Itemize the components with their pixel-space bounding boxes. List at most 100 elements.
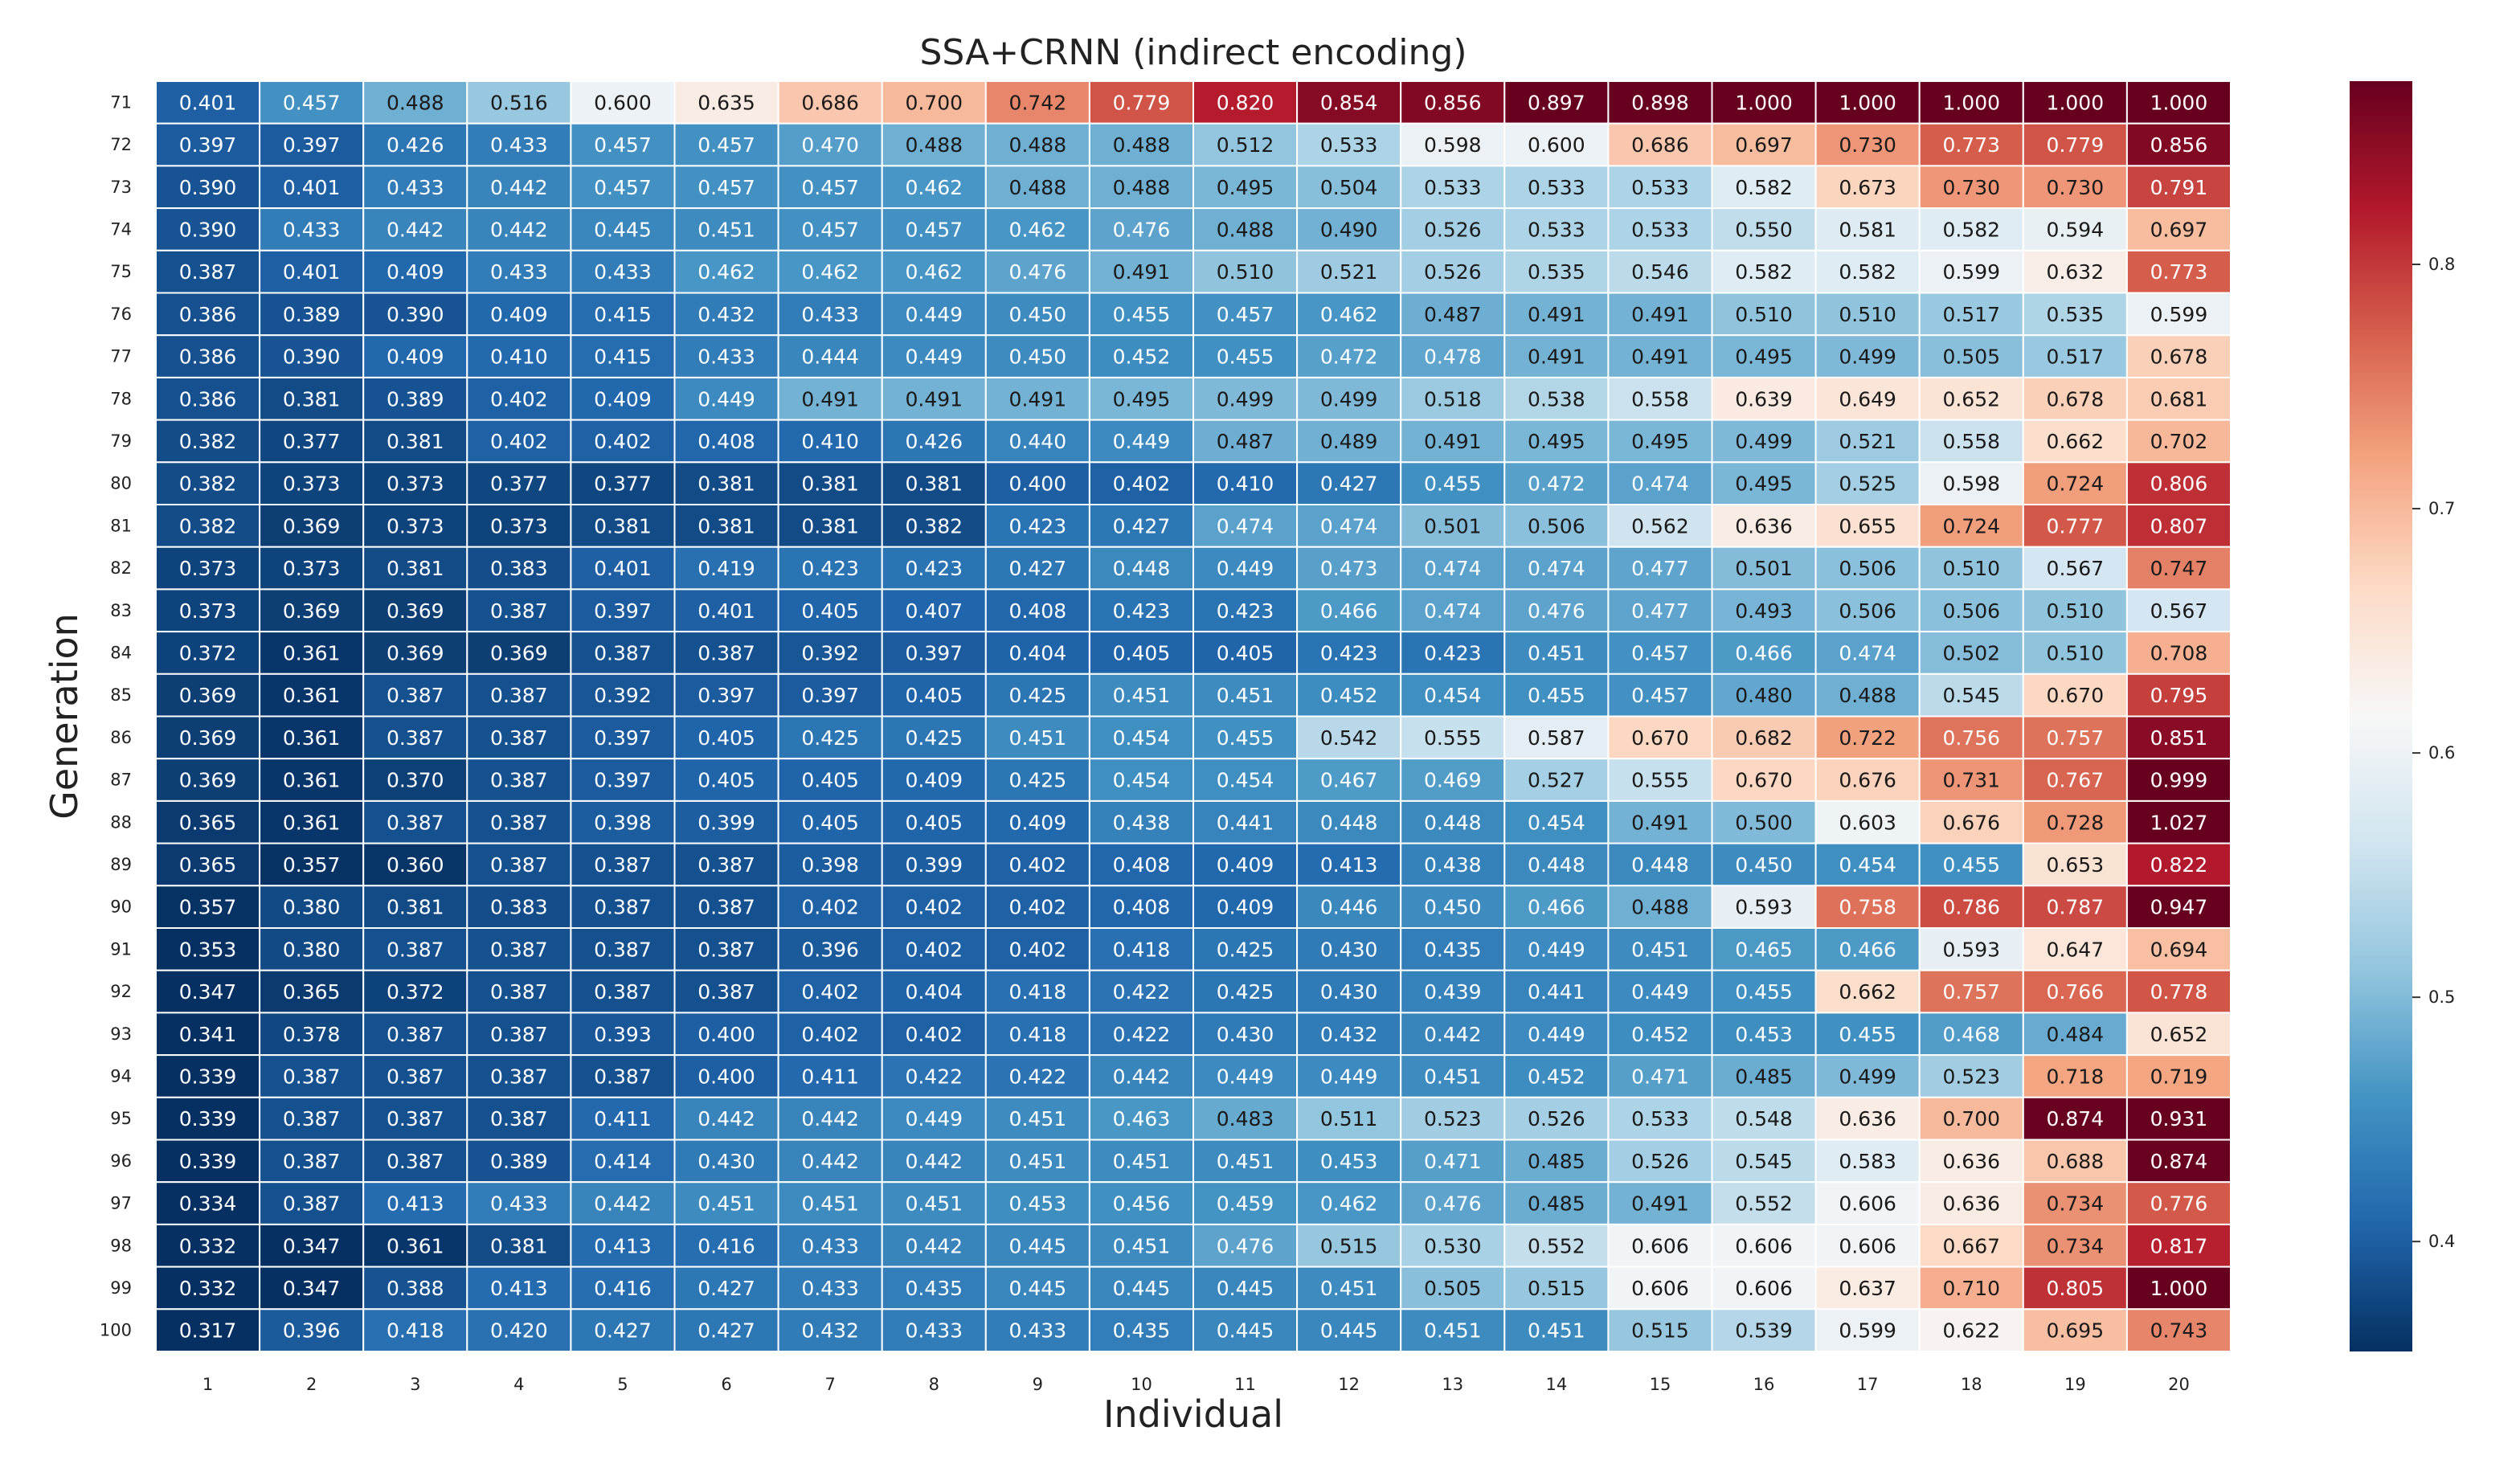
heatmap-cell bbox=[1814, 122, 1921, 167]
cell-value-label: 0.432 bbox=[1320, 1023, 1378, 1046]
cell-value-label: 0.558 bbox=[1631, 387, 1689, 411]
colorbar-tick-label: 0.6 bbox=[2428, 743, 2455, 763]
heatmap-cell bbox=[259, 1096, 365, 1141]
heatmap-cell bbox=[1918, 1054, 2024, 1098]
cell-value-label: 0.673 bbox=[1839, 176, 1896, 199]
cell-value-label: 0.488 bbox=[1113, 133, 1171, 157]
heatmap-cell bbox=[1814, 927, 1921, 971]
y-tick-label: 90 bbox=[110, 898, 132, 917]
heatmap-cell bbox=[1711, 715, 1817, 760]
cell-value-label: 0.510 bbox=[2047, 599, 2105, 623]
cell-value-label: 0.381 bbox=[801, 514, 859, 538]
cell-value-label: 0.635 bbox=[698, 91, 755, 114]
cell-value-label: 0.442 bbox=[905, 1234, 963, 1257]
cell-value-label: 0.455 bbox=[1735, 980, 1793, 1004]
heatmap-cell bbox=[673, 546, 779, 591]
cell-value-label: 0.484 bbox=[2047, 1023, 2105, 1046]
cell-value-label: 0.898 bbox=[1631, 91, 1689, 114]
heatmap-cell bbox=[1814, 546, 1921, 591]
cell-value-label: 0.442 bbox=[801, 1150, 859, 1173]
cell-value-label: 0.422 bbox=[1113, 1023, 1171, 1046]
cell-value-label: 0.377 bbox=[283, 430, 341, 453]
heatmap-cell bbox=[2125, 927, 2232, 971]
heatmap-cell bbox=[1711, 673, 1817, 718]
cell-value-label: 0.445 bbox=[1009, 1234, 1067, 1257]
cell-value-label: 0.439 bbox=[1424, 980, 1482, 1004]
heatmap-cell bbox=[984, 758, 1090, 802]
cell-value-label: 0.392 bbox=[801, 641, 859, 664]
cell-value-label: 0.396 bbox=[283, 1319, 341, 1343]
heatmap-cell bbox=[570, 1181, 676, 1225]
x-tick-label: 2 bbox=[306, 1375, 317, 1394]
y-tick-label: 77 bbox=[110, 347, 132, 366]
heatmap-cell bbox=[570, 588, 676, 633]
heatmap-cell bbox=[1088, 376, 1195, 421]
cell-value-label: 0.409 bbox=[594, 387, 652, 411]
cell-value-label: 0.488 bbox=[905, 133, 963, 157]
cell-value-label: 0.383 bbox=[490, 896, 548, 919]
heatmap-cell bbox=[1296, 1181, 1402, 1225]
cell-value-label: 0.476 bbox=[1009, 260, 1067, 284]
heatmap-cell bbox=[673, 504, 779, 548]
cell-value-label: 0.387 bbox=[387, 811, 444, 834]
heatmap-cell bbox=[673, 1139, 779, 1184]
cell-value-label: 0.387 bbox=[490, 726, 548, 750]
cell-value-label: 0.594 bbox=[2047, 218, 2105, 241]
cell-value-label: 0.347 bbox=[283, 1234, 341, 1257]
cell-value-label: 0.567 bbox=[2150, 599, 2208, 623]
cell-value-label: 0.339 bbox=[179, 1107, 237, 1131]
heatmap-cell bbox=[466, 249, 572, 294]
heatmap-cell bbox=[777, 1054, 883, 1098]
cell-value-label: 0.381 bbox=[387, 430, 444, 453]
cell-value-label: 0.639 bbox=[1735, 387, 1793, 411]
cell-value-label: 0.454 bbox=[1113, 726, 1171, 750]
cell-value-label: 0.387 bbox=[490, 599, 548, 623]
cell-value-label: 1.000 bbox=[1942, 91, 2000, 114]
cell-value-label: 0.369 bbox=[179, 726, 237, 750]
cell-value-label: 0.396 bbox=[801, 938, 859, 961]
heatmap-cell bbox=[777, 969, 883, 1014]
heatmap-cell bbox=[1088, 1181, 1195, 1225]
heatmap-cell bbox=[1296, 715, 1402, 760]
cell-value-label: 0.381 bbox=[490, 1234, 548, 1257]
cell-value-label: 0.442 bbox=[387, 218, 444, 241]
heatmap-cell bbox=[570, 969, 676, 1014]
cell-value-label: 0.402 bbox=[801, 896, 859, 919]
heatmap-cell bbox=[362, 715, 468, 760]
cell-value-label: 1.000 bbox=[2150, 1277, 2208, 1300]
heatmap-cell bbox=[1918, 504, 2024, 548]
cell-value-label: 0.404 bbox=[1009, 641, 1067, 664]
cell-value-label: 0.457 bbox=[283, 91, 341, 114]
heatmap-cell bbox=[673, 588, 779, 633]
cell-value-label: 0.433 bbox=[905, 1319, 963, 1343]
cell-value-label: 0.510 bbox=[1735, 303, 1793, 326]
cell-value-label: 0.332 bbox=[179, 1277, 237, 1300]
heatmap-cell bbox=[1503, 165, 1610, 210]
heatmap-cell bbox=[1711, 419, 1817, 464]
cell-value-label: 0.454 bbox=[1424, 684, 1482, 707]
cell-value-label: 0.402 bbox=[801, 1023, 859, 1046]
y-tick-label: 95 bbox=[110, 1109, 132, 1128]
heatmap-cell bbox=[777, 1308, 883, 1353]
cell-value-label: 0.369 bbox=[283, 514, 341, 538]
heatmap-cell bbox=[1711, 376, 1817, 421]
heatmap-cell bbox=[1400, 969, 1506, 1014]
heatmap-cell bbox=[2022, 969, 2128, 1014]
heatmap-cell bbox=[673, 165, 779, 210]
cell-value-label: 0.387 bbox=[283, 1192, 341, 1216]
x-tick-label: 20 bbox=[2168, 1375, 2190, 1394]
heatmap-cell bbox=[1711, 758, 1817, 802]
heatmap-cell bbox=[1088, 80, 1195, 125]
heatmap-cell bbox=[1192, 673, 1299, 718]
heatmap-cell bbox=[673, 334, 779, 378]
cell-value-label: 0.387 bbox=[594, 1065, 652, 1088]
heatmap-cell bbox=[777, 588, 883, 633]
cell-value-label: 0.387 bbox=[594, 853, 652, 877]
heatmap-cell bbox=[984, 1054, 1090, 1098]
cell-value-label: 0.688 bbox=[2047, 1150, 2105, 1173]
heatmap-cell bbox=[1711, 969, 1817, 1014]
cell-value-label: 0.697 bbox=[1735, 133, 1793, 157]
heatmap-cell bbox=[1400, 207, 1506, 251]
cell-value-label: 0.401 bbox=[594, 557, 652, 580]
cell-value-label: 0.451 bbox=[905, 1192, 963, 1216]
